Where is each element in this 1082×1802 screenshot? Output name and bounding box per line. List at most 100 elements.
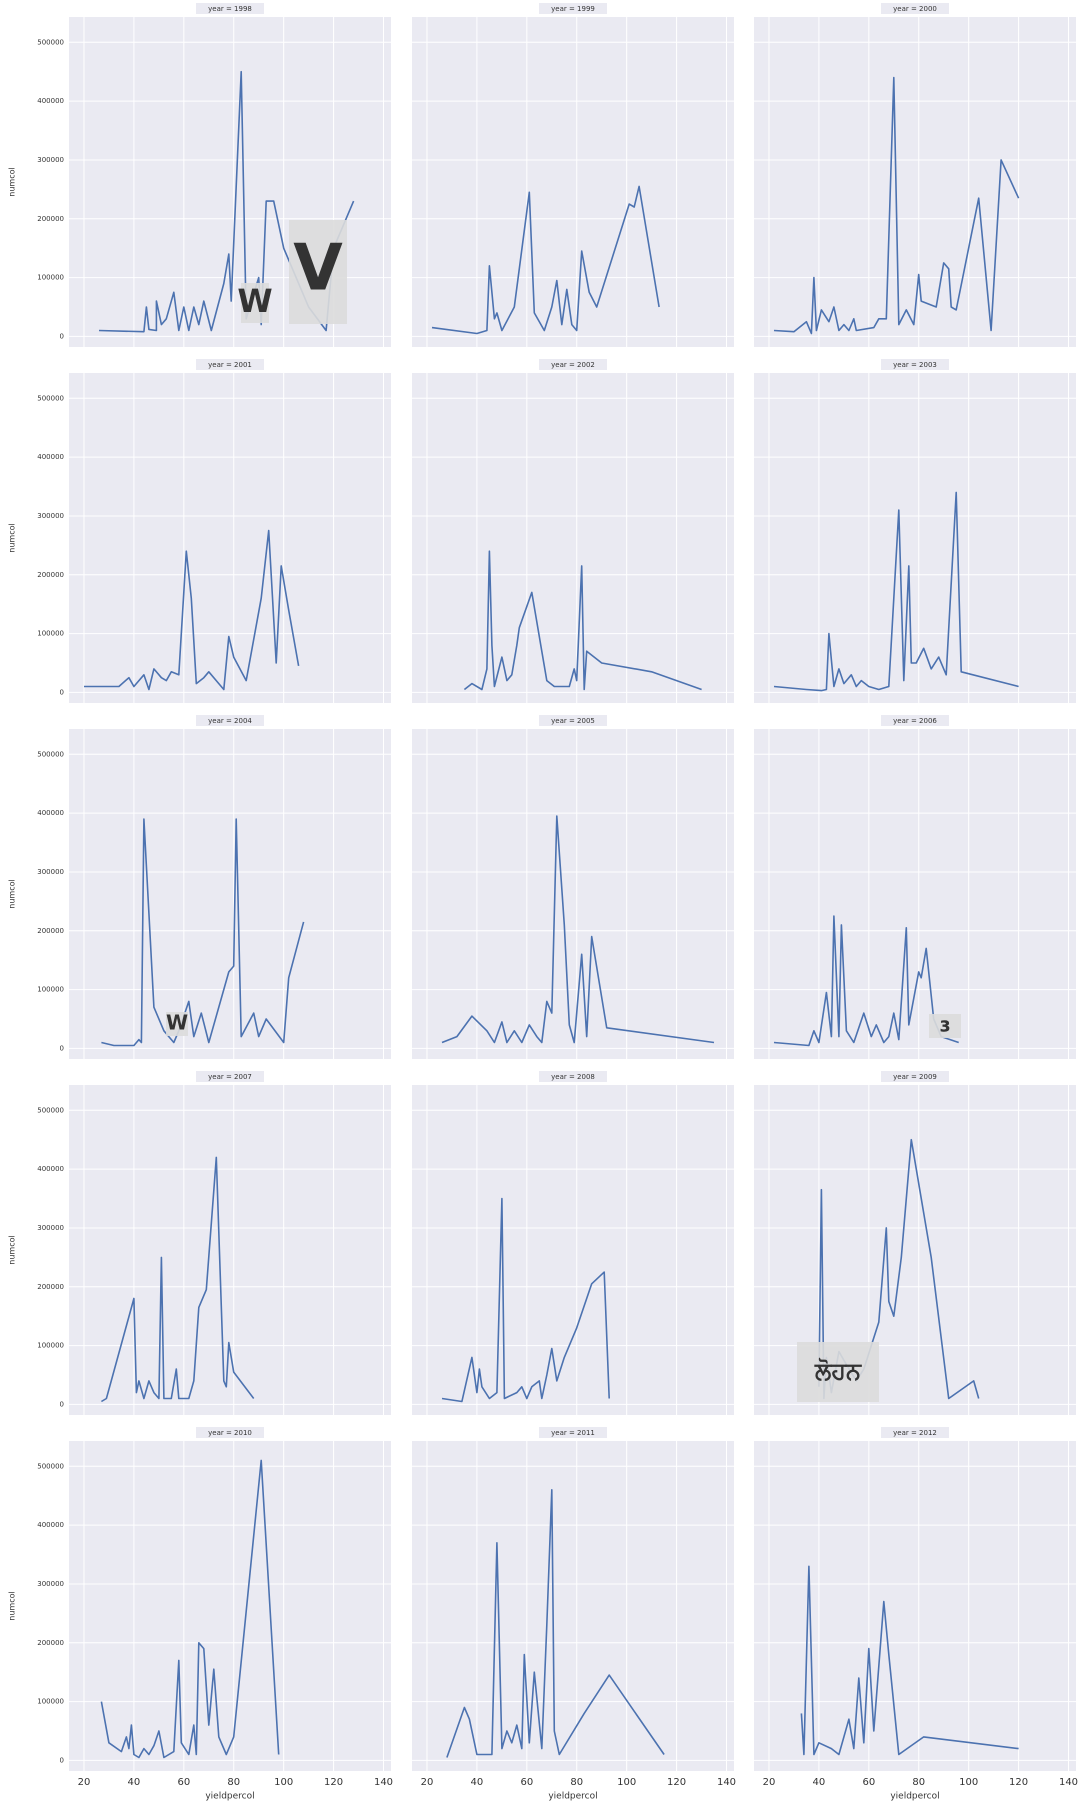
y-tick-label: 100000 xyxy=(37,1698,64,1706)
y-tick-label: 500000 xyxy=(37,1106,64,1114)
y-tick-label: 400000 xyxy=(37,453,64,461)
panel-background xyxy=(412,729,734,1059)
y-tick-label: 300000 xyxy=(37,868,64,876)
panel-background xyxy=(412,17,734,347)
panel-background xyxy=(412,1085,734,1415)
y-axis-label: numcol xyxy=(8,523,17,552)
facet-title: year = 1999 xyxy=(551,5,595,13)
x-tick-label: 40 xyxy=(471,1777,484,1788)
facet-title: year = 2000 xyxy=(893,5,937,13)
sticker-box xyxy=(797,1342,879,1402)
x-tick-label: 20 xyxy=(421,1777,434,1788)
y-tick-label: 0 xyxy=(60,1400,64,1408)
panel-background xyxy=(754,17,1076,347)
facet-title: year = 2007 xyxy=(208,1073,252,1081)
data-line xyxy=(773,76,1020,335)
sticker-text: ਲੋਹਨ xyxy=(814,1357,862,1385)
x-tick-label: 20 xyxy=(763,1777,776,1788)
y-tick-label: 500000 xyxy=(37,750,64,758)
panel-background xyxy=(69,1085,391,1415)
x-tick-label: 100 xyxy=(617,1777,636,1788)
x-tick-label: 60 xyxy=(520,1777,533,1788)
data-line xyxy=(100,1156,255,1403)
y-tick-label: 200000 xyxy=(37,571,64,579)
facet-title: year = 2011 xyxy=(551,1429,595,1437)
data-line xyxy=(101,818,305,1047)
data-line xyxy=(84,529,300,691)
facet-title: year = 2010 xyxy=(208,1429,252,1437)
x-axis-label: yieldpercol xyxy=(205,1792,254,1802)
x-tick-label: 40 xyxy=(128,1777,141,1788)
x-tick-label: 100 xyxy=(959,1777,978,1788)
title-box xyxy=(539,3,607,14)
x-tick-label: 140 xyxy=(1059,1777,1078,1788)
x-tick-label: 140 xyxy=(717,1777,736,1788)
title-box xyxy=(881,715,949,726)
y-tick-label: 500000 xyxy=(37,394,64,402)
y-tick-label: 400000 xyxy=(37,1165,64,1173)
y-tick-label: 0 xyxy=(60,688,64,696)
y-axis-label: numcol xyxy=(8,879,17,908)
y-axis-label: numcol xyxy=(8,1591,17,1620)
data-line xyxy=(98,70,355,333)
data-line xyxy=(441,815,715,1044)
panel-background xyxy=(412,373,734,703)
title-box xyxy=(881,1427,949,1438)
title-box xyxy=(196,3,264,14)
data-line xyxy=(431,185,660,335)
title-box xyxy=(881,1071,949,1082)
data-line xyxy=(773,491,1019,692)
y-tick-label: 200000 xyxy=(37,1283,64,1291)
y-tick-label: 400000 xyxy=(37,1521,64,1529)
panel-background xyxy=(754,729,1076,1059)
data-line xyxy=(773,915,959,1047)
data-line xyxy=(800,1565,1019,1756)
panel-background xyxy=(412,1441,734,1771)
title-box xyxy=(539,359,607,370)
y-axis-label: numcol xyxy=(8,1235,17,1264)
title-box xyxy=(196,1071,264,1082)
y-tick-label: 0 xyxy=(60,332,64,340)
title-box xyxy=(539,1071,607,1082)
sticker-text: V xyxy=(293,232,343,306)
title-box xyxy=(196,715,264,726)
x-tick-label: 40 xyxy=(813,1777,826,1788)
x-tick-label: 100 xyxy=(274,1777,293,1788)
x-tick-label: 120 xyxy=(324,1777,343,1788)
panel-background xyxy=(69,729,391,1059)
y-tick-label: 500000 xyxy=(37,1462,64,1470)
y-tick-label: 200000 xyxy=(37,927,64,935)
y-tick-label: 200000 xyxy=(37,215,64,223)
panel-background xyxy=(69,373,391,703)
facet-title: year = 2003 xyxy=(893,361,937,369)
data-line xyxy=(441,1197,610,1403)
sticker-text: W xyxy=(237,282,272,320)
facet-title: year = 2009 xyxy=(893,1073,937,1081)
facet-title: year = 1998 xyxy=(208,5,252,13)
sticker-box xyxy=(166,1012,188,1036)
facet-title: year = 2001 xyxy=(208,361,252,369)
y-tick-label: 0 xyxy=(60,1756,64,1764)
y-axis-label: numcol xyxy=(8,167,17,196)
sticker-text: ɜ xyxy=(940,1013,951,1037)
y-tick-label: 100000 xyxy=(37,274,64,282)
y-tick-label: 500000 xyxy=(37,38,64,46)
title-box xyxy=(539,715,607,726)
data-line xyxy=(446,1489,665,1758)
y-tick-label: 400000 xyxy=(37,809,64,817)
y-tick-label: 0 xyxy=(60,1044,64,1052)
x-tick-label: 80 xyxy=(227,1777,240,1788)
title-box xyxy=(881,3,949,14)
x-tick-label: 140 xyxy=(374,1777,393,1788)
facet-title: year = 2012 xyxy=(893,1429,937,1437)
panel-background xyxy=(69,1441,391,1771)
x-tick-label: 80 xyxy=(912,1777,925,1788)
y-tick-label: 100000 xyxy=(37,630,64,638)
facet-title: year = 2005 xyxy=(551,717,595,725)
title-box xyxy=(881,359,949,370)
x-tick-label: 120 xyxy=(667,1777,686,1788)
y-tick-label: 300000 xyxy=(37,1224,64,1232)
y-tick-label: 200000 xyxy=(37,1639,64,1647)
y-tick-label: 300000 xyxy=(37,512,64,520)
